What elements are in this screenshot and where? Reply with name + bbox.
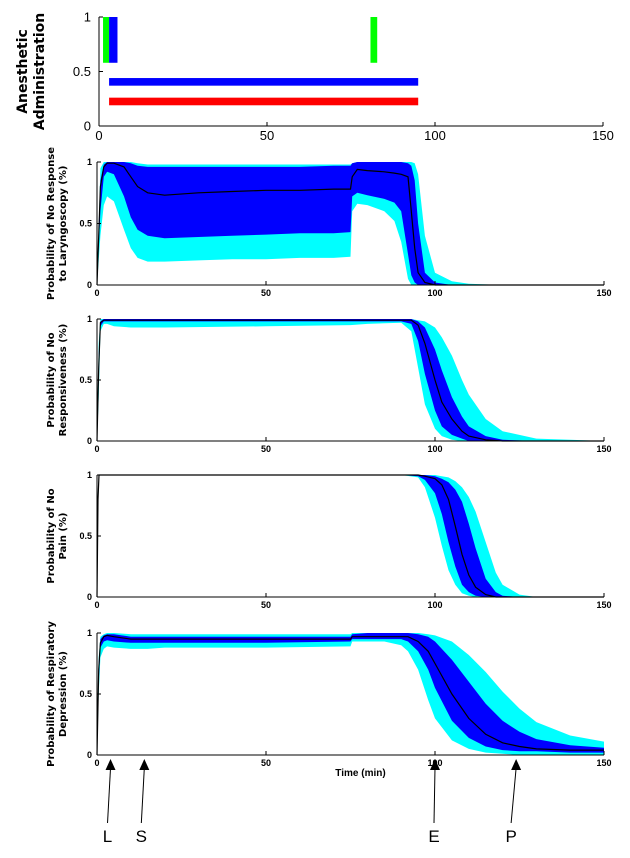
- chart-panel-1: 0 50 100 150 0 0.5 1 Anesthetic Administration: [15, 10, 614, 143]
- x-tick-label: 0: [94, 600, 99, 610]
- marker-label: S: [136, 827, 147, 846]
- marker-label: L: [103, 827, 112, 846]
- x-tick-label: 0: [94, 444, 99, 454]
- median-line: [96, 474, 604, 598]
- x-tick-label: 100: [427, 288, 442, 298]
- y-tick-label: 0.5: [73, 64, 91, 79]
- x-tick-label: 50: [261, 288, 271, 298]
- y-axis-label-line-2: to Laryngoscopy (%): [58, 166, 69, 282]
- bolus-bar-3: [370, 17, 378, 63]
- inner-percentile-band: [97, 162, 604, 285]
- y-tick-label: 0: [87, 436, 92, 446]
- marker-arrowhead: [430, 759, 440, 770]
- y-tick-label: 0: [87, 592, 92, 602]
- marker-arrowhead: [105, 759, 116, 770]
- x-tick-label: 0: [95, 128, 102, 143]
- y-axis-label-line-2: Pain (%): [58, 513, 69, 560]
- y-axis-label-line-1: Probability of No Response: [46, 147, 57, 300]
- x-tick-label: 50: [261, 444, 271, 454]
- y-tick-label: 0: [84, 119, 91, 134]
- y-tick-label: 0.5: [79, 531, 92, 541]
- marker-label: P: [505, 827, 516, 846]
- y-axis-label-line-1: Anesthetic: [15, 29, 31, 114]
- inner-percentile-band: [97, 633, 604, 755]
- marker-arrow-shaft: [140, 767, 145, 824]
- x-axis-label: Time (min): [335, 768, 385, 779]
- chart-panel-3: 0 50 100 150 0 0.5 1 Probability of No Responsiv…: [46, 314, 612, 454]
- marker-e: E: [428, 759, 440, 846]
- x-tick-label: 50: [260, 128, 274, 143]
- marker-l: L: [103, 759, 116, 846]
- x-tick-label: 150: [592, 128, 614, 143]
- x-tick-label: 150: [596, 758, 611, 768]
- x-tick-label: 100: [424, 128, 446, 143]
- x-tick-label: 0: [94, 758, 99, 768]
- y-axis-label-line-2: Depression (%): [58, 651, 69, 737]
- inner-percentile-band: [97, 319, 604, 441]
- y-axis-label-line-1: Probability of No: [46, 332, 57, 427]
- y-tick-label: 0.5: [79, 689, 92, 699]
- marker-p: P: [505, 759, 522, 846]
- infusion-bar-2: [109, 97, 419, 106]
- median-line: [96, 319, 604, 442]
- x-tick-label: 150: [596, 444, 611, 454]
- inner-percentile-band: [97, 475, 604, 597]
- outer-percentile-band: [97, 319, 604, 441]
- y-axis-label-line-2: Administration: [32, 13, 48, 130]
- marker-arrow-shaft: [510, 767, 517, 824]
- bolus-bar-1: [103, 17, 110, 63]
- y-tick-label: 0: [87, 280, 92, 290]
- x-tick-label: 100: [427, 600, 442, 610]
- marker-arrowhead: [511, 759, 522, 770]
- median-line: [96, 634, 604, 756]
- median-line: [96, 162, 604, 286]
- marker-s: S: [136, 759, 150, 846]
- y-tick-label: 1: [87, 470, 92, 480]
- marker-arrow-shaft: [433, 767, 436, 824]
- y-axis-label-line-1: Probability of Respiratory: [46, 621, 57, 767]
- x-tick-label: 150: [596, 288, 611, 298]
- x-tick-label: 50: [261, 758, 271, 768]
- x-tick-label: 50: [261, 600, 271, 610]
- y-tick-label: 1: [87, 628, 92, 638]
- y-tick-label: 0.5: [79, 219, 92, 229]
- marker-arrowhead: [139, 759, 150, 770]
- x-tick-label: 0: [94, 288, 99, 298]
- y-axis-label-line-2: Responsiveness (%): [58, 324, 69, 437]
- x-tick-label: 100: [427, 444, 442, 454]
- bolus-bar-2: [109, 17, 118, 63]
- chart-panel-4: 0 50 100 150 0 0.5 1 Probability of No Pain (%): [46, 470, 612, 610]
- y-tick-label: 1: [87, 157, 92, 167]
- infusion-bar-1: [109, 78, 419, 86]
- marker-arrow-shaft: [107, 767, 112, 824]
- y-tick-label: 0: [87, 750, 92, 760]
- y-axis-label-line-1: Probability of No: [46, 488, 57, 583]
- y-tick-label: 1: [84, 10, 91, 25]
- chart-panel-2: 0 50 100 150 0 0.5 1 Probability of No Response…: [46, 147, 612, 300]
- y-tick-label: 1: [87, 314, 92, 324]
- outer-percentile-band: [97, 475, 604, 597]
- x-tick-label: 150: [596, 600, 611, 610]
- y-tick-label: 0.5: [79, 375, 92, 385]
- marker-label: E: [428, 827, 439, 846]
